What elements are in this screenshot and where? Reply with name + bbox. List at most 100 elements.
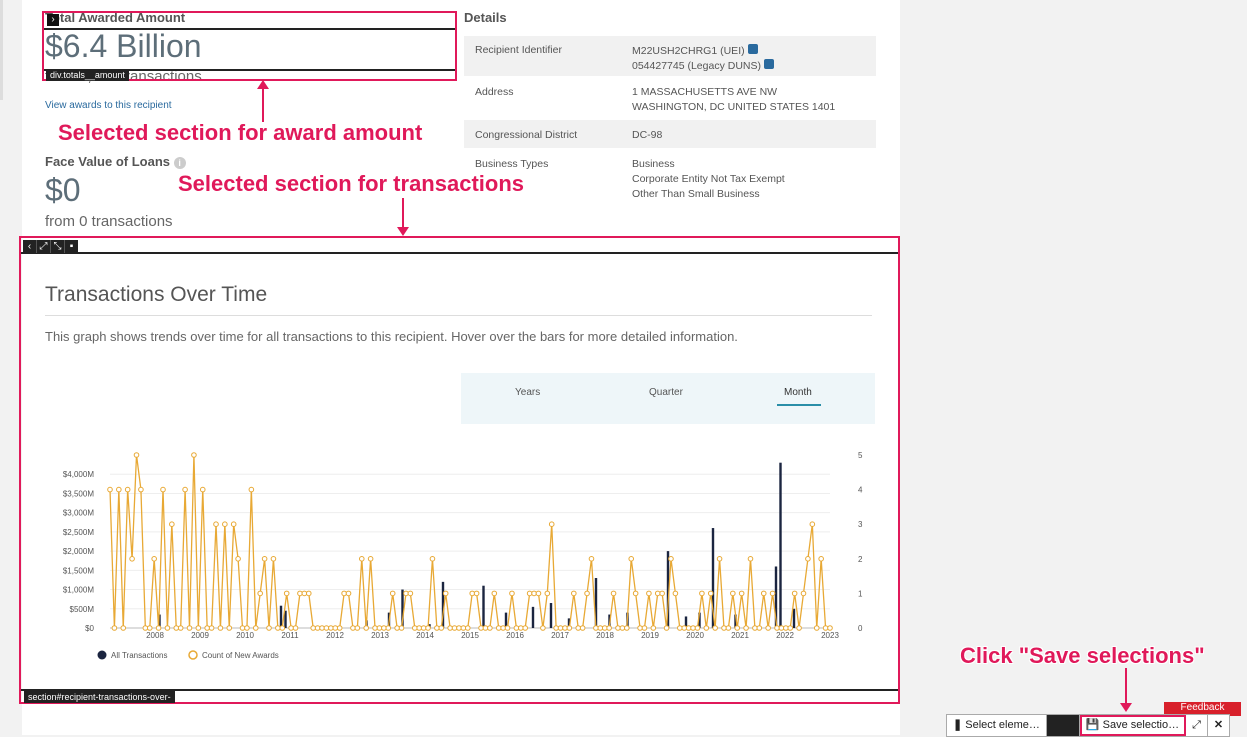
count-awards-point bbox=[323, 625, 330, 631]
select-element-button[interactable]: ❚ Select eleme… bbox=[947, 715, 1047, 736]
tab-years[interactable]: Years bbox=[515, 387, 541, 398]
count-awards-point bbox=[213, 521, 219, 527]
details-row-identifier: Recipient Identifier M22USH2CHRG1 (UEI) … bbox=[464, 36, 876, 76]
count-awards-point bbox=[155, 625, 162, 631]
tab-quarter[interactable]: Quarter bbox=[649, 387, 683, 398]
count-awards-point bbox=[725, 625, 732, 631]
x-tick-label: 2011 bbox=[281, 631, 299, 640]
y-right-tick-label: 3 bbox=[858, 520, 863, 529]
count-awards-line bbox=[109, 454, 830, 629]
feedback-button[interactable]: Feedback bbox=[1164, 702, 1241, 716]
expand-icon[interactable]: ⤢ bbox=[37, 240, 51, 253]
details-title: Details bbox=[464, 10, 507, 25]
save-arrow bbox=[1120, 668, 1132, 712]
close-button[interactable]: ✕ bbox=[1208, 715, 1229, 736]
count-awards-point bbox=[416, 625, 423, 631]
legend-marker-all bbox=[97, 650, 107, 660]
count-awards-point bbox=[624, 625, 630, 631]
details-value: 054427745 (Legacy DUNS) bbox=[632, 59, 774, 72]
y-left-tick-label: $2,000M bbox=[63, 547, 94, 556]
shrink-icon[interactable]: ⤡ bbox=[51, 240, 65, 253]
count-awards-point bbox=[367, 556, 374, 562]
count-awards-point bbox=[429, 556, 436, 562]
count-awards-point bbox=[350, 625, 356, 631]
details-value: Business bbox=[632, 158, 675, 170]
count-awards-point bbox=[703, 625, 710, 631]
transaction-bar bbox=[711, 528, 715, 628]
count-awards-point bbox=[146, 625, 153, 631]
count-awards-point bbox=[659, 590, 665, 597]
close-icon: ✕ bbox=[1213, 719, 1224, 731]
selection-bottom-toolbar: ❚ Select eleme… 💾 Save selectio… ⤢ ✕ bbox=[946, 714, 1231, 737]
trash-icon[interactable]: ▪ bbox=[69, 241, 74, 252]
count-awards-point bbox=[517, 625, 524, 631]
count-awards-point bbox=[305, 590, 312, 597]
chevron-left-icon[interactable]: ‹ bbox=[23, 240, 37, 253]
details-label: Recipient Identifier bbox=[475, 44, 562, 56]
toolbar-spacer bbox=[1046, 715, 1080, 736]
count-awards-point bbox=[345, 590, 352, 597]
count-awards-point bbox=[743, 625, 749, 631]
count-awards-point bbox=[526, 590, 533, 597]
save-selections-button[interactable]: 💾 Save selectio… bbox=[1079, 715, 1187, 736]
y-right-tick-label: 1 bbox=[858, 589, 863, 598]
count-awards-point bbox=[827, 625, 833, 631]
chevron-right-icon[interactable]: › bbox=[47, 14, 59, 26]
x-tick-label: 2021 bbox=[731, 631, 749, 640]
count-awards-point bbox=[341, 590, 347, 597]
view-awards-link[interactable]: View awards to this recipient bbox=[45, 100, 172, 111]
count-awards-point bbox=[681, 625, 688, 631]
x-tick-label: 2013 bbox=[371, 631, 389, 640]
count-awards-point bbox=[509, 590, 515, 597]
count-awards-point bbox=[169, 521, 175, 527]
copy-icon[interactable] bbox=[747, 44, 758, 54]
count-awards-point bbox=[610, 590, 617, 597]
x-tick-label: 2019 bbox=[641, 631, 659, 640]
count-awards-point bbox=[314, 625, 321, 631]
count-awards-point bbox=[562, 625, 568, 631]
transaction-bar bbox=[158, 614, 161, 628]
expand-button[interactable]: ⤢ bbox=[1186, 715, 1208, 736]
count-awards-point bbox=[354, 625, 361, 631]
count-awards-point bbox=[628, 556, 635, 562]
y-left-tick-label: $0 bbox=[85, 624, 94, 633]
copy-icon[interactable] bbox=[763, 59, 774, 69]
x-tick-label: 2023 bbox=[821, 631, 839, 640]
count-awards-point bbox=[663, 625, 670, 631]
count-awards-point bbox=[199, 486, 206, 493]
count-awards-point bbox=[544, 590, 551, 597]
count-awards-point bbox=[650, 625, 657, 631]
count-awards-point bbox=[116, 486, 122, 493]
count-awards-point bbox=[654, 590, 661, 597]
selection-bottom-line bbox=[44, 69, 455, 71]
count-awards-point bbox=[248, 486, 255, 493]
count-awards-point bbox=[407, 590, 414, 597]
count-awards-point bbox=[164, 625, 171, 631]
count-awards-point bbox=[800, 590, 807, 597]
count-awards-point bbox=[363, 625, 369, 631]
selection-top-line bbox=[44, 28, 455, 30]
total-awarded-value: $6.4 Billion bbox=[45, 28, 202, 64]
count-awards-point bbox=[495, 625, 502, 631]
transactions-selection-box bbox=[19, 236, 900, 704]
legend-marker-count bbox=[188, 650, 198, 660]
loans-value: $0 bbox=[45, 172, 81, 208]
count-awards-point bbox=[442, 590, 449, 597]
y-right-tick-label: 2 bbox=[858, 555, 863, 564]
count-awards-point bbox=[721, 625, 727, 631]
count-awards-point bbox=[522, 625, 529, 631]
count-awards-point bbox=[588, 556, 595, 562]
count-awards-point bbox=[434, 625, 440, 631]
info-icon[interactable]: i bbox=[173, 157, 186, 169]
legend-label-count: Count of New Awards bbox=[202, 651, 279, 660]
count-awards-point bbox=[252, 625, 259, 631]
transaction-bar bbox=[792, 608, 796, 628]
tab-month[interactable]: Month bbox=[784, 387, 812, 398]
count-awards-point bbox=[381, 625, 387, 631]
count-awards-point bbox=[778, 625, 785, 631]
count-awards-point bbox=[376, 625, 383, 631]
count-awards-point bbox=[809, 521, 816, 527]
count-awards-point bbox=[319, 625, 325, 631]
tab-month-underline bbox=[777, 404, 821, 406]
count-awards-point bbox=[133, 452, 140, 458]
